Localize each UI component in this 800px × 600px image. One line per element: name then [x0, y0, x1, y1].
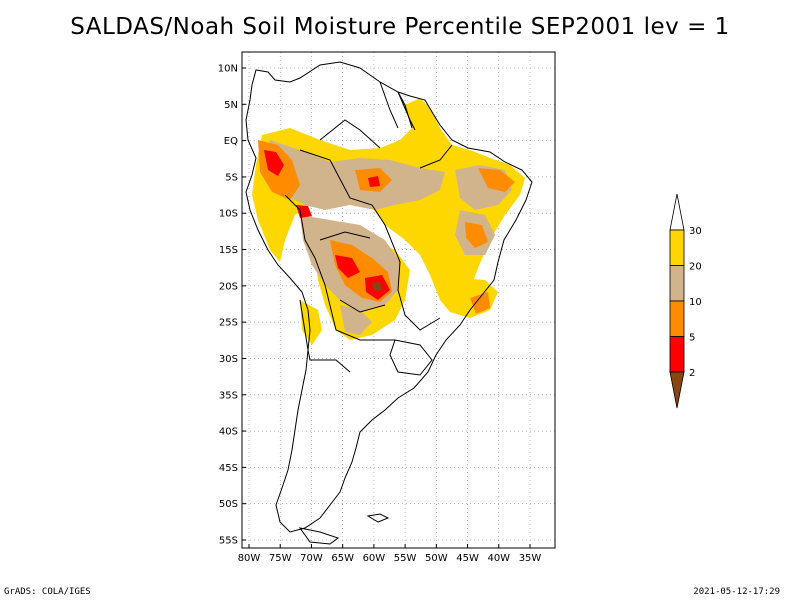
footer-credit: GrADS: COLA/IGES	[4, 587, 91, 597]
legend-label: 5	[689, 333, 695, 344]
shade-red-west	[264, 150, 284, 176]
lat-tick-label: 5S	[225, 172, 238, 183]
lat-tick-label: EQ	[224, 136, 238, 147]
shade-orange-east	[478, 168, 515, 192]
legend-arrow-bottom	[669, 371, 685, 409]
south-america-outline	[245, 61, 533, 533]
lat-tick-label: 10N	[218, 64, 238, 75]
lon-tick-label: 35W	[519, 553, 542, 564]
shade-red-peru	[296, 205, 312, 218]
lon-tick-label: 65W	[331, 553, 354, 564]
tierra-del-fuego-outline	[298, 527, 340, 545]
lon-tick-label: 80W	[238, 553, 261, 564]
coastline	[245, 61, 533, 545]
lon-tick-label: 50W	[425, 553, 448, 564]
legend-swatch	[669, 336, 685, 373]
shade-orange-coast	[470, 292, 490, 314]
border-uruguay	[389, 339, 433, 376]
lon-tick-label: 45W	[456, 553, 479, 564]
soil-moisture-shading	[252, 98, 525, 345]
legend-label: 20	[689, 262, 702, 273]
shade-brown-central	[372, 282, 382, 291]
plot-frame	[241, 51, 556, 549]
lon-tick-label: 70W	[300, 553, 323, 564]
legend-arrow-top	[669, 193, 685, 231]
lat-tick-label: 45S	[219, 463, 238, 474]
shade-orange-se	[465, 222, 488, 248]
lat-tick-label: 25S	[219, 318, 238, 329]
longitude-labels: 80W 75W 70W 65W 60W 55W 50W 45W 40W 35W	[238, 544, 542, 564]
border-guianas	[379, 81, 416, 131]
lon-tick-label: 55W	[394, 553, 417, 564]
lat-tick-label: 20S	[219, 281, 238, 292]
legend-swatch	[669, 300, 685, 337]
legend-swatch	[669, 265, 685, 302]
lat-tick-label: 55S	[219, 536, 238, 547]
legend-label: 10	[689, 297, 702, 308]
lat-tick-label: 35S	[219, 390, 238, 401]
legend-label: 30	[689, 226, 702, 237]
color-legend: 30 20 10 5 2	[669, 193, 702, 409]
lon-tick-label: 40W	[487, 553, 510, 564]
lat-tick-label: 15S	[219, 245, 238, 256]
lat-tick-label: 10S	[219, 209, 238, 220]
shade-yellow-coast	[438, 278, 498, 318]
lon-tick-label: 60W	[363, 553, 386, 564]
legend-label: 2	[689, 368, 695, 379]
shade-red-north	[368, 176, 380, 187]
lat-tick-label: 30S	[219, 354, 238, 365]
latitude-labels: 10N 5N EQ 5S 10S 15S 20S 25S 30S 35S 40S 45S 50S 55S	[218, 64, 246, 547]
falklands-outline	[366, 513, 390, 523]
border-brazil	[299, 91, 453, 331]
map-title: SALDAS/Noah Soil Moisture Percentile SEP…	[70, 14, 730, 40]
border-andes	[284, 194, 395, 373]
lat-tick-label: 5N	[224, 100, 238, 111]
lat-tick-label: 50S	[219, 499, 238, 510]
shade-red-central-1	[335, 255, 360, 278]
shade-tan-south	[340, 305, 372, 335]
footer-timestamp: 2021-05-12-17:29	[693, 587, 780, 597]
shade-tan-amazon	[262, 140, 445, 210]
lon-tick-label: 75W	[269, 553, 292, 564]
legend-swatch	[669, 229, 685, 266]
lat-tick-label: 40S	[219, 427, 238, 438]
